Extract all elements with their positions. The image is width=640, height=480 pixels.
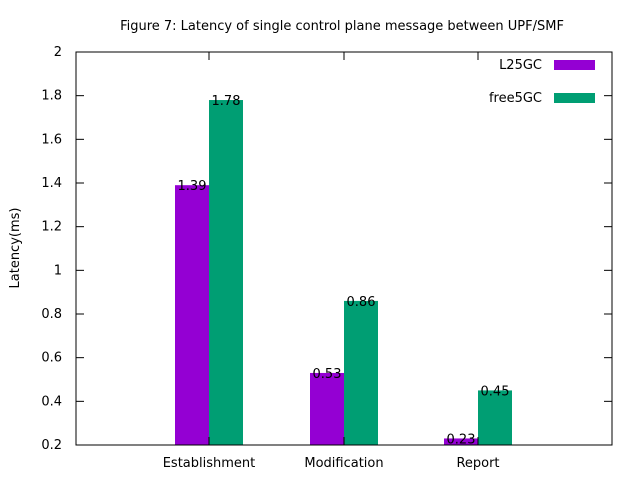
y-tick-label: 0.6	[41, 351, 62, 366]
data-label: 0.45	[481, 384, 510, 399]
chart-title: Figure 7: Latency of single control plan…	[120, 19, 564, 34]
y-tick-label: 1	[54, 263, 62, 278]
bar-l25gc-report	[444, 438, 478, 445]
y-tick-label: 1.8	[41, 89, 62, 104]
ticks-layer: 0.2 0.4 0.6 0.8 1 1.2 1.4 1.6 1.8 2 Establishment M…	[41, 45, 612, 471]
legend: L25GC free5GC	[489, 58, 595, 106]
legend-label: L25GC	[499, 58, 542, 73]
data-labels-layer: 1.39 0.53 0.23 1.78 0.86 0.45	[178, 94, 510, 447]
y-tick-label: 1.4	[41, 176, 62, 191]
y-tick-label: 1.6	[41, 132, 62, 147]
data-label: 0.23	[447, 432, 476, 447]
data-label: 1.39	[178, 179, 207, 194]
data-label: 0.53	[313, 367, 342, 382]
bar-free5gc-report	[478, 390, 512, 445]
y-tick-label: 0.2	[41, 438, 62, 453]
y-tick-label: 2	[54, 45, 62, 60]
legend-swatch	[554, 60, 595, 70]
x-tick-label: Modification	[304, 456, 383, 471]
y-tick-label: 1.2	[41, 220, 62, 235]
bars-layer	[175, 100, 512, 446]
bar-l25gc-modification	[310, 372, 344, 445]
y-tick-label: 0.4	[41, 394, 62, 409]
legend-swatch	[554, 93, 595, 103]
x-tick-label: Establishment	[163, 456, 256, 471]
y-axis-title: Latency(ms)	[8, 208, 23, 289]
x-tick-label: Report	[456, 456, 499, 471]
legend-label: free5GC	[489, 91, 542, 106]
bar-free5gc-modification	[344, 300, 378, 445]
data-label: 0.86	[347, 295, 376, 310]
y-tick-label: 0.8	[41, 307, 62, 322]
bar-l25gc-establishment	[175, 185, 209, 445]
bar-free5gc-establishment	[209, 100, 243, 446]
data-label: 1.78	[212, 94, 241, 109]
